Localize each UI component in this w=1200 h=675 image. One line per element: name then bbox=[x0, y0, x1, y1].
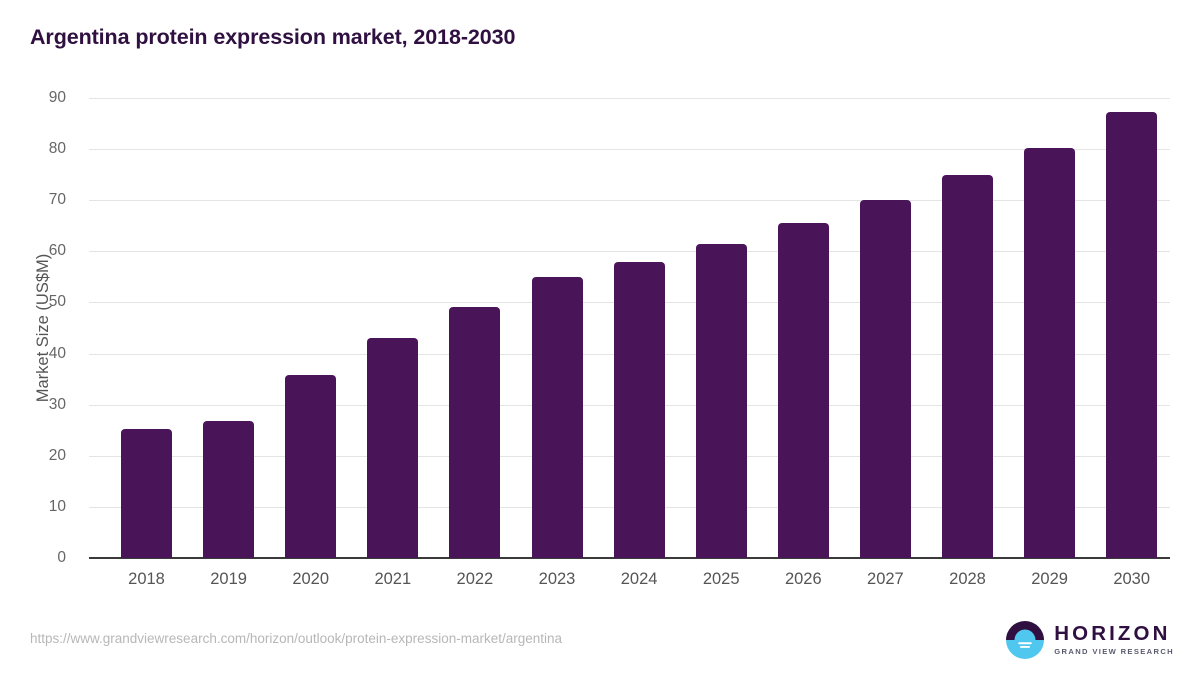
logo-text-block: HORIZON GRAND VIEW RESEARCH bbox=[1054, 621, 1174, 657]
x-tick-label-2023: 2023 bbox=[538, 570, 576, 588]
y-tick-label: 50 bbox=[48, 293, 66, 311]
y-tick-label: 20 bbox=[48, 446, 66, 464]
y-tick-label: 10 bbox=[48, 497, 66, 515]
chart-title: Argentina protein expression market, 201… bbox=[30, 25, 516, 49]
bar-2023[interactable] bbox=[531, 276, 583, 558]
bar-2030[interactable] bbox=[1106, 112, 1158, 558]
x-tick-label-2028: 2028 bbox=[949, 570, 986, 588]
x-tick-label-2020: 2020 bbox=[292, 570, 330, 588]
bar-2024[interactable] bbox=[613, 261, 665, 558]
y-tick-label: 80 bbox=[48, 140, 66, 158]
source-url[interactable]: https://www.grandviewresearch.com/horizo… bbox=[30, 631, 563, 646]
bar-2026[interactable] bbox=[777, 223, 829, 558]
bar-2027[interactable] bbox=[859, 200, 911, 558]
horizon-logo[interactable]: HORIZON GRAND VIEW RESEARCH bbox=[1005, 618, 1174, 662]
bar-2022[interactable] bbox=[449, 306, 501, 558]
logo-wordmark: HORIZON bbox=[1054, 621, 1171, 645]
x-tick-label-2024: 2024 bbox=[620, 570, 658, 588]
x-tick-label-2018: 2018 bbox=[128, 570, 165, 588]
gridline-80 bbox=[89, 149, 1170, 151]
x-axis-line bbox=[89, 557, 1170, 559]
bar-2028[interactable] bbox=[942, 175, 993, 558]
bar-2029[interactable] bbox=[1024, 147, 1076, 558]
x-tick-label-2026: 2026 bbox=[784, 570, 822, 588]
x-tick-label-2029: 2029 bbox=[1031, 570, 1068, 588]
bar-2025[interactable] bbox=[695, 243, 747, 558]
y-tick-label: 60 bbox=[48, 242, 66, 260]
bar-2019[interactable] bbox=[203, 421, 255, 558]
x-tick-label-2025: 2025 bbox=[702, 570, 740, 588]
gridline-90 bbox=[89, 98, 1170, 99]
y-tick-label: 0 bbox=[57, 549, 66, 566]
bar-2018[interactable] bbox=[121, 429, 172, 558]
y-tick-label: 70 bbox=[48, 191, 66, 209]
x-tick-label-2021: 2021 bbox=[374, 570, 412, 588]
y-tick-label: 40 bbox=[48, 344, 66, 362]
horizon-sunrise-icon bbox=[1005, 620, 1045, 660]
bar-2021[interactable] bbox=[367, 338, 419, 558]
logo-subtitle: GRAND VIEW RESEARCH bbox=[1054, 647, 1174, 657]
y-tick-label: 30 bbox=[48, 395, 66, 413]
y-tick-label: 90 bbox=[48, 89, 66, 106]
x-tick-label-2019: 2019 bbox=[210, 570, 247, 588]
bar-2020[interactable] bbox=[285, 375, 337, 558]
x-tick-label-2022: 2022 bbox=[456, 570, 494, 588]
gridline-70 bbox=[89, 200, 1170, 202]
gridline-60 bbox=[89, 251, 1170, 253]
x-tick-label-2030: 2030 bbox=[1113, 570, 1151, 588]
x-tick-label-2027: 2027 bbox=[867, 570, 904, 588]
